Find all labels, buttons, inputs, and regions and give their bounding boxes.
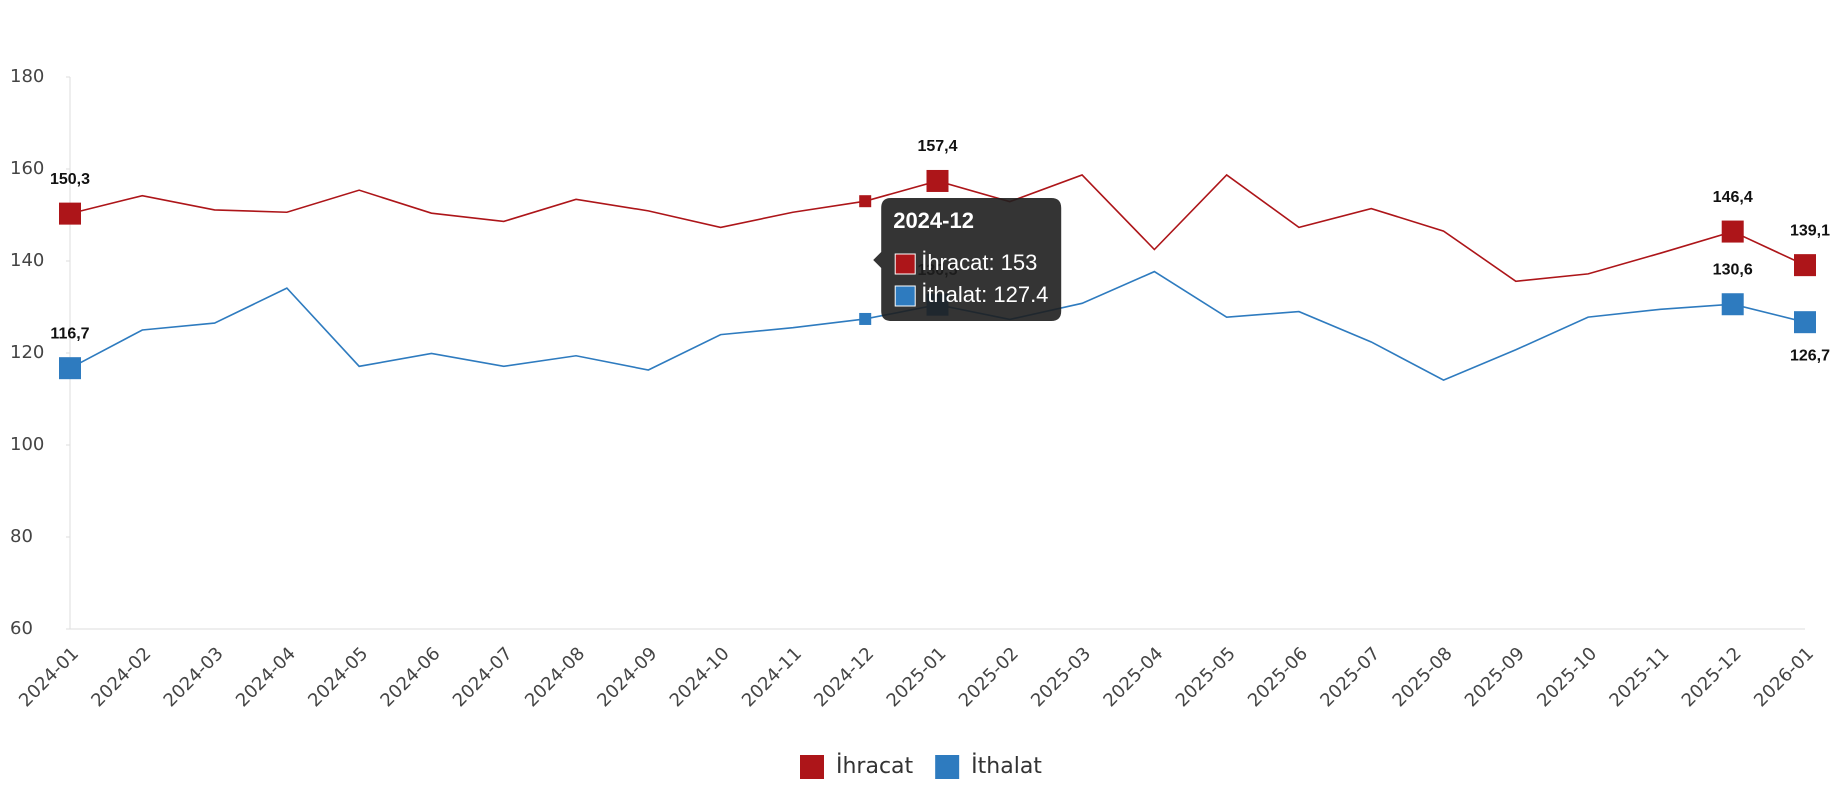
x-tick-label: 2026-01 [1750, 643, 1818, 711]
legend-swatch [800, 755, 824, 779]
legend-item[interactable]: İthalat [935, 753, 1042, 779]
legend-swatch [935, 755, 960, 779]
x-tick-label: 2025-09 [1461, 643, 1529, 711]
x-tick-label: 2024-07 [449, 643, 517, 711]
y-tick-label: 80 [10, 526, 33, 547]
x-tick-label: 2024-05 [304, 643, 372, 711]
x-tick-label: 2024-09 [593, 643, 661, 711]
legend-item[interactable]: İhracat [800, 753, 914, 779]
x-tick-label: 2024-04 [232, 643, 300, 711]
x-tick-label: 2025-07 [1316, 643, 1384, 711]
tooltip-line: İthalat: 127.4 [921, 282, 1048, 307]
tooltip-swatch [894, 285, 916, 307]
x-tick-label: 2024-12 [810, 643, 878, 711]
y-tick-label: 100 [10, 434, 44, 455]
data-label: 139,1 [1790, 222, 1830, 239]
data-label: 126,7 [1790, 347, 1830, 364]
x-tick-label: 2024-01 [15, 643, 83, 711]
x-tick-label: 2025-10 [1533, 643, 1601, 711]
marker [1721, 220, 1744, 243]
x-tick-label: 2024-10 [666, 643, 734, 711]
x-tick-label: 2025-04 [1099, 643, 1167, 711]
y-tick-label: 60 [10, 618, 33, 639]
marker [1794, 254, 1816, 277]
data-label: 116,7 [50, 325, 89, 342]
x-tick-label: 2024-06 [376, 643, 444, 711]
data-label: 150,3 [50, 171, 90, 188]
y-tick-label: 140 [10, 250, 44, 271]
x-tick-label: 2024-08 [521, 643, 589, 711]
hover-marker [859, 195, 872, 208]
y-tick-label: 160 [10, 158, 44, 179]
x-tick-label: 2024-02 [87, 643, 155, 711]
x-tick-label: 2025-08 [1389, 643, 1457, 711]
hover-marker [859, 312, 872, 325]
data-label: 157,4 [917, 138, 957, 155]
marker [59, 202, 81, 225]
tooltip-title: 2024-12 [893, 208, 974, 233]
marker [59, 357, 81, 380]
y-tick-label: 120 [10, 342, 44, 363]
x-tick-label: 2024-03 [160, 643, 228, 711]
y-tick-label: 180 [10, 66, 44, 87]
data-label: 146,4 [1713, 189, 1753, 206]
x-tick-label: 2024-11 [738, 643, 806, 711]
x-tick-label: 2025-01 [883, 643, 951, 711]
tooltip-line: İhracat: 153 [921, 250, 1037, 275]
x-tick-label: 2025-11 [1605, 643, 1673, 711]
legend-label: İhracat [836, 753, 914, 779]
marker [926, 169, 949, 192]
legend: İhracat İthalat [800, 753, 1042, 779]
x-tick-label: 2025-12 [1678, 643, 1746, 711]
x-tick-label: 2025-06 [1244, 643, 1312, 711]
data-label: 130,6 [1713, 261, 1753, 278]
marker [1721, 293, 1744, 316]
x-tick-label: 2025-03 [1027, 643, 1095, 711]
tooltip-swatch [894, 253, 916, 275]
legend-label: İthalat [971, 753, 1042, 779]
tooltip-box [873, 198, 1062, 321]
x-tick-label: 2025-02 [955, 643, 1023, 711]
tooltip: 2024-12 İhracat: 153 İthalat: 127.4 [873, 198, 1062, 321]
marker [1794, 311, 1816, 334]
x-tick-label: 2025-05 [1172, 643, 1240, 711]
